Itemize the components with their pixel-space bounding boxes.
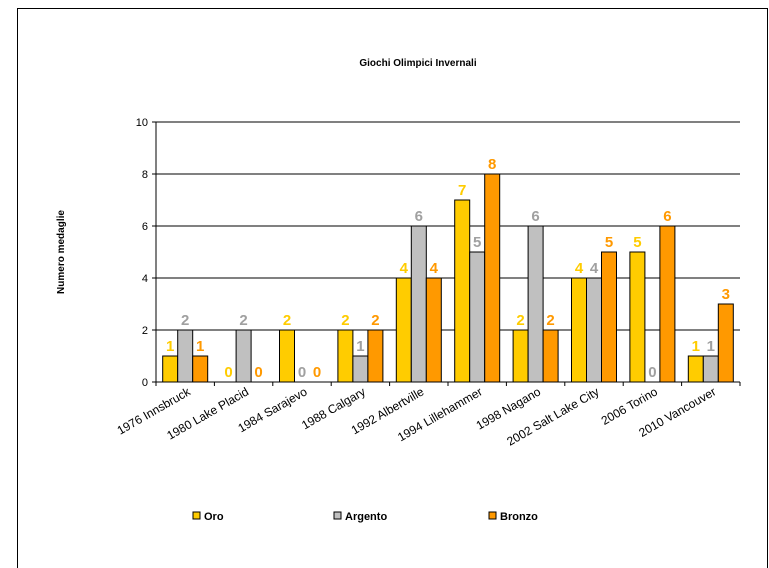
bar-bronzo	[425, 277, 442, 383]
bar-oro	[279, 329, 295, 383]
data-label-oro: 2	[341, 312, 349, 329]
data-label-argento: 1	[356, 338, 364, 355]
data-label-bronzo: 4	[430, 260, 439, 277]
data-label-oro: 4	[575, 260, 584, 277]
bar-oro	[337, 329, 354, 383]
gridlines	[152, 121, 740, 383]
bar-argento	[410, 225, 427, 383]
legend-swatch-bronzo	[488, 511, 497, 520]
data-label-argento: 4	[590, 260, 599, 277]
bar-bronzo	[367, 329, 384, 383]
data-label-oro: 0	[224, 364, 232, 381]
bar-argento	[177, 329, 194, 383]
data-label-argento: 1	[707, 338, 715, 355]
bar-bronzo	[601, 251, 617, 383]
bar-oro	[629, 251, 646, 383]
data-label-argento: 6	[415, 208, 423, 225]
data-label-bronzo: 3	[722, 286, 730, 303]
axes	[155, 122, 741, 386]
data-label-bronzo: 6	[663, 208, 671, 225]
chart-title: Giochi Olimpici Invernali	[359, 58, 476, 69]
legend-swatch-oro	[192, 511, 201, 520]
bar-bronzo	[542, 329, 559, 383]
data-label-argento: 6	[531, 208, 539, 225]
bars	[162, 173, 734, 383]
data-label-argento: 2	[239, 312, 247, 329]
bar-argento	[469, 251, 486, 383]
bar-bronzo	[717, 303, 734, 383]
bar-oro	[395, 277, 412, 383]
data-label-oro: 2	[516, 312, 524, 329]
y-tick-label: 2	[142, 325, 148, 337]
y-tick-label: 6	[142, 221, 148, 233]
legend-label-argento: Argento	[345, 511, 387, 523]
y-axis-label: Numero medaglie	[56, 210, 67, 294]
bar-argento	[527, 225, 544, 383]
bar-oro	[687, 355, 704, 383]
bar-bronzo	[484, 173, 501, 383]
bar-argento	[586, 277, 602, 383]
bar-bronzo	[192, 355, 209, 383]
data-label-bronzo: 1	[196, 338, 204, 355]
data-label-bronzo: 5	[605, 234, 613, 251]
data-label-oro: 1	[692, 338, 700, 355]
data-label-bronzo: 2	[371, 312, 379, 329]
y-tick-label: 10	[136, 117, 148, 129]
data-label-oro: 1	[166, 338, 174, 355]
data-label-oro: 7	[458, 182, 466, 199]
bar-argento	[702, 355, 719, 383]
y-tick-labels: 0 2 4 6 8 10	[136, 117, 148, 389]
bar-argento	[235, 329, 252, 383]
data-label-oro: 4	[400, 260, 409, 277]
y-tick-label: 4	[142, 273, 148, 285]
bar-bronzo	[659, 225, 676, 383]
data-label-argento: 0	[648, 364, 656, 381]
bar-oro	[454, 199, 471, 383]
data-label-oro: 5	[633, 234, 641, 251]
data-label-argento: 5	[473, 234, 481, 251]
data-label-bronzo: 0	[313, 364, 321, 381]
bar-oro	[162, 355, 179, 383]
y-tick-label: 0	[142, 377, 148, 389]
legend-label-bronzo: Bronzo	[500, 511, 538, 523]
y-tick-label: 8	[142, 169, 148, 181]
bar-argento	[352, 355, 369, 383]
bar-oro	[512, 329, 529, 383]
data-label-bronzo: 0	[254, 364, 262, 381]
legend: Oro Argento Bronzo	[192, 511, 538, 523]
data-label-argento: 2	[181, 312, 189, 329]
data-label-oro: 2	[283, 312, 291, 329]
data-label-bronzo: 2	[546, 312, 554, 329]
legend-label-oro: Oro	[204, 511, 224, 523]
data-label-argento: 0	[298, 364, 306, 381]
legend-swatch-argento	[333, 511, 342, 520]
bar-oro	[571, 277, 587, 383]
chart-frame	[17, 8, 768, 568]
data-label-bronzo: 8	[488, 156, 496, 173]
